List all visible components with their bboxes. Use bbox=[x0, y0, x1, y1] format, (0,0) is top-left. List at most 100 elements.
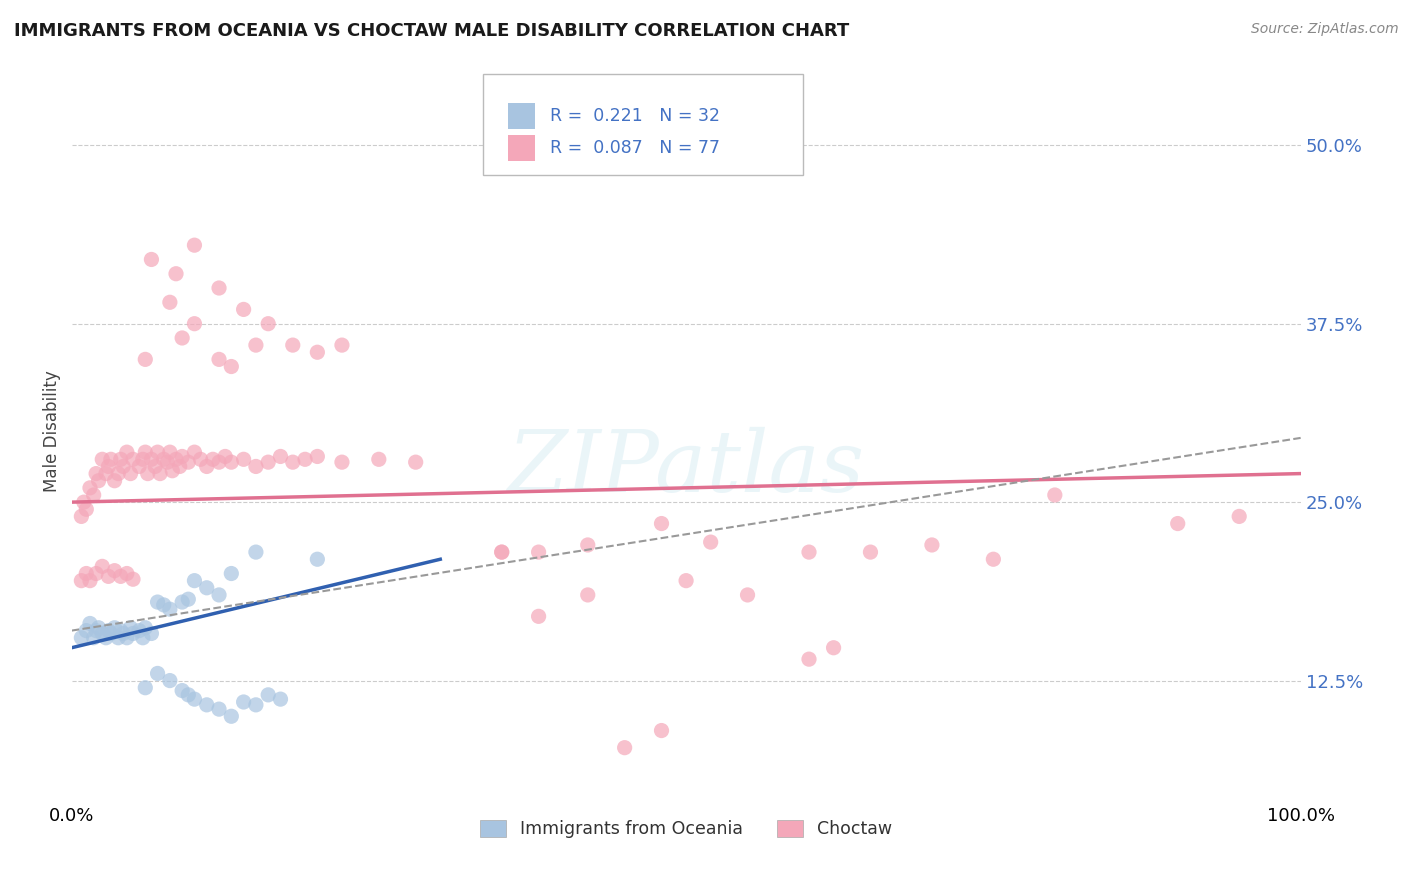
Point bbox=[576, 588, 599, 602]
Point bbox=[149, 467, 172, 481]
Point bbox=[94, 467, 117, 481]
Point bbox=[159, 295, 181, 310]
Point bbox=[214, 450, 236, 464]
Point bbox=[797, 545, 820, 559]
Point bbox=[257, 688, 280, 702]
Point bbox=[183, 238, 205, 252]
Point bbox=[70, 509, 93, 524]
Point bbox=[115, 566, 138, 581]
Point bbox=[75, 502, 97, 516]
Point bbox=[107, 631, 129, 645]
Text: Source: ZipAtlas.com: Source: ZipAtlas.com bbox=[1251, 22, 1399, 37]
Point bbox=[122, 452, 145, 467]
Point bbox=[143, 459, 166, 474]
Point bbox=[84, 624, 107, 638]
Point bbox=[134, 681, 156, 695]
Point bbox=[650, 723, 672, 738]
Point bbox=[232, 452, 254, 467]
Text: ZIPatlas: ZIPatlas bbox=[508, 426, 865, 509]
Point bbox=[162, 464, 184, 478]
Point bbox=[1043, 488, 1066, 502]
Point bbox=[141, 252, 163, 267]
Text: R =  0.221   N = 32: R = 0.221 N = 32 bbox=[550, 107, 720, 125]
Point bbox=[269, 450, 291, 464]
Point bbox=[112, 626, 135, 640]
Point bbox=[141, 626, 163, 640]
Point bbox=[183, 445, 205, 459]
Point bbox=[208, 352, 231, 367]
Point bbox=[115, 445, 138, 459]
Point bbox=[859, 545, 882, 559]
Point bbox=[576, 538, 599, 552]
Point bbox=[132, 631, 155, 645]
FancyBboxPatch shape bbox=[484, 74, 803, 175]
Point bbox=[281, 455, 304, 469]
Point bbox=[737, 588, 759, 602]
Point bbox=[172, 683, 194, 698]
Point bbox=[232, 695, 254, 709]
Point bbox=[613, 740, 636, 755]
Point bbox=[165, 452, 187, 467]
Point bbox=[70, 631, 93, 645]
Point bbox=[1167, 516, 1189, 531]
Y-axis label: Male Disability: Male Disability bbox=[44, 370, 60, 491]
Point bbox=[169, 459, 191, 474]
Point bbox=[699, 535, 721, 549]
Point bbox=[112, 459, 135, 474]
Point bbox=[257, 455, 280, 469]
Point bbox=[83, 631, 105, 645]
Point bbox=[136, 467, 159, 481]
Point bbox=[527, 545, 550, 559]
Text: R =  0.087   N = 77: R = 0.087 N = 77 bbox=[550, 139, 720, 158]
Point bbox=[183, 692, 205, 706]
Point bbox=[221, 359, 243, 374]
Point bbox=[245, 698, 267, 712]
Point bbox=[79, 574, 101, 588]
Point bbox=[797, 652, 820, 666]
Point bbox=[177, 688, 200, 702]
Point bbox=[190, 452, 212, 467]
Point bbox=[491, 545, 513, 559]
Point bbox=[307, 345, 329, 359]
Point bbox=[115, 631, 138, 645]
Point bbox=[84, 566, 107, 581]
Point bbox=[1227, 509, 1250, 524]
Point bbox=[221, 566, 243, 581]
Point bbox=[172, 595, 194, 609]
Point bbox=[165, 267, 187, 281]
Point bbox=[94, 631, 117, 645]
Point bbox=[527, 609, 550, 624]
Point bbox=[128, 624, 150, 638]
Point bbox=[134, 445, 156, 459]
Point bbox=[367, 452, 389, 467]
Point bbox=[921, 538, 943, 552]
Point bbox=[156, 455, 179, 469]
Point bbox=[103, 621, 125, 635]
Point bbox=[141, 452, 163, 467]
Point bbox=[330, 338, 353, 352]
Point bbox=[110, 569, 132, 583]
Point bbox=[208, 281, 231, 295]
Point bbox=[491, 545, 513, 559]
Bar bbox=[508, 103, 534, 129]
Point bbox=[201, 452, 224, 467]
Point bbox=[232, 302, 254, 317]
Point bbox=[134, 621, 156, 635]
Point bbox=[195, 698, 218, 712]
Point bbox=[103, 474, 125, 488]
Point bbox=[983, 552, 1005, 566]
Point bbox=[294, 452, 316, 467]
Point bbox=[159, 445, 181, 459]
Point bbox=[83, 488, 105, 502]
Text: IMMIGRANTS FROM OCEANIA VS CHOCTAW MALE DISABILITY CORRELATION CHART: IMMIGRANTS FROM OCEANIA VS CHOCTAW MALE … bbox=[14, 22, 849, 40]
Point bbox=[675, 574, 697, 588]
Point bbox=[177, 455, 200, 469]
Point bbox=[177, 592, 200, 607]
Point bbox=[152, 598, 174, 612]
Point bbox=[146, 445, 169, 459]
Point bbox=[132, 452, 155, 467]
Point bbox=[183, 574, 205, 588]
Point bbox=[146, 666, 169, 681]
Point bbox=[87, 474, 110, 488]
Point bbox=[172, 331, 194, 345]
